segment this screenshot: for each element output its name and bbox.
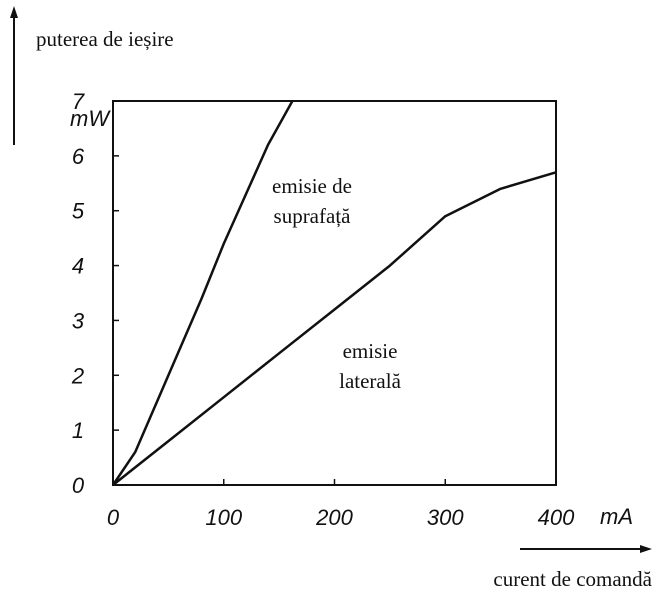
annotation: suprafață xyxy=(274,204,352,228)
y-axis-label: puterea de ieșire xyxy=(36,27,174,51)
y-tick-label: 7 xyxy=(72,89,85,114)
y-tick-label: 3 xyxy=(72,308,85,333)
y-tick-label: 5 xyxy=(72,199,85,224)
x-tick-label: 0 xyxy=(107,505,120,530)
x-tick-label: 300 xyxy=(427,505,464,530)
x-tick-label: 400 xyxy=(538,505,575,530)
x-tick-label: 100 xyxy=(205,505,242,530)
y-tick-label: 1 xyxy=(72,418,84,443)
y-arrow-head xyxy=(10,6,18,18)
y-tick-label: 0 xyxy=(72,473,85,498)
y-tick-label: 2 xyxy=(71,363,84,388)
y-tick-label: 6 xyxy=(72,144,85,169)
annotation: laterală xyxy=(339,369,401,393)
curve xyxy=(112,171,557,486)
x-unit: mA xyxy=(600,504,633,529)
x-arrow-head xyxy=(640,545,652,553)
x-tick-label: 200 xyxy=(315,505,353,530)
y-tick-label: 4 xyxy=(72,254,84,279)
curve xyxy=(111,100,294,486)
x-axis-label: curent de comandă xyxy=(493,567,652,591)
annotation: emisie xyxy=(343,339,398,363)
y-unit: mW xyxy=(70,106,111,131)
plot-frame xyxy=(112,100,557,486)
annotation: emisie de xyxy=(272,174,352,198)
